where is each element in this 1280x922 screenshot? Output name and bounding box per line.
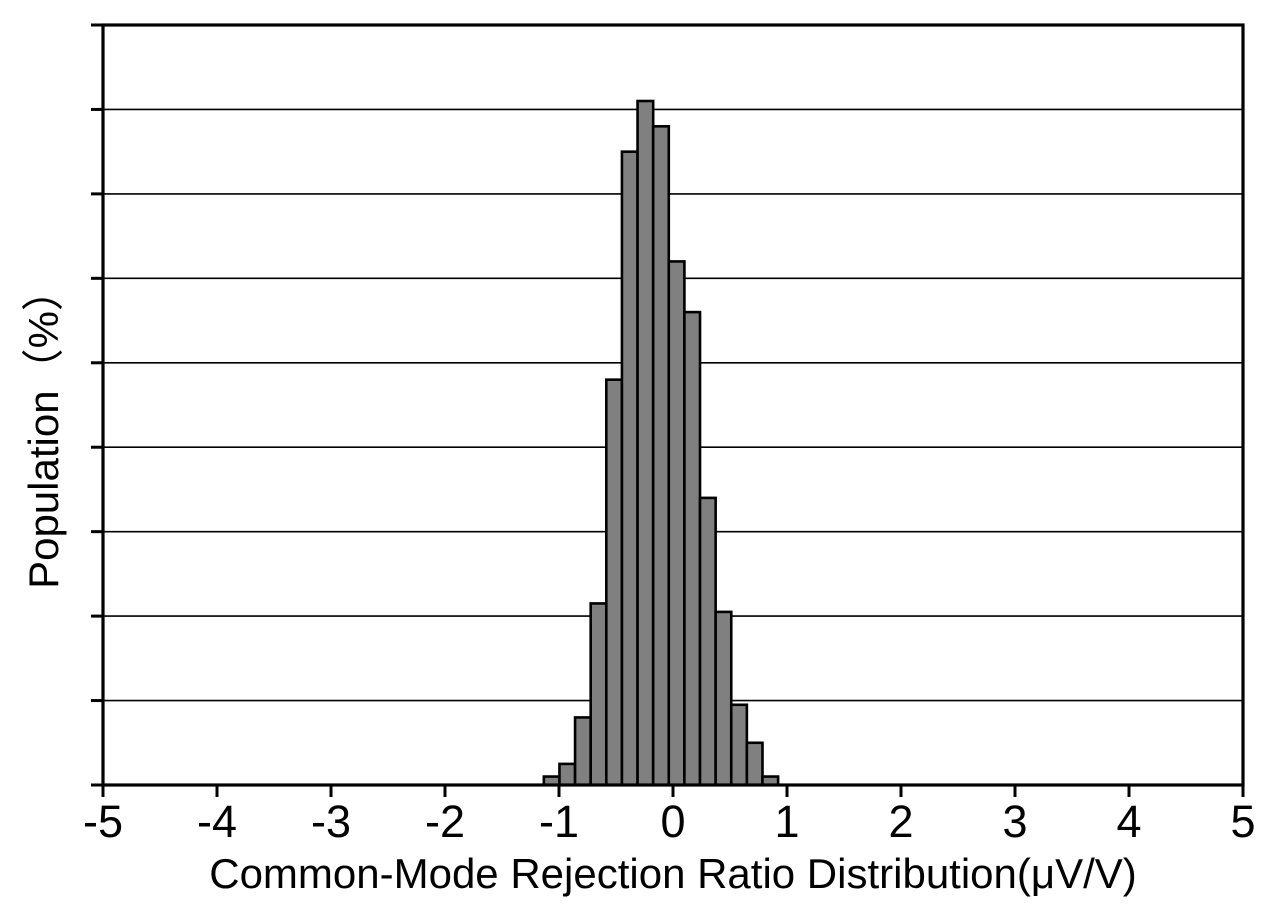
histogram-bar	[729, 703, 749, 787]
y-axis-title: Population（%）	[20, 269, 67, 589]
histogram-bar	[745, 741, 764, 787]
histogram-bar	[714, 610, 733, 787]
histogram-bar	[698, 496, 717, 787]
histogram-bar	[558, 762, 577, 787]
x-tick-label: -3	[310, 796, 352, 847]
x-tick-label: 3	[1002, 796, 1028, 847]
histogram-bar	[667, 260, 686, 787]
x-tick-label: 4	[1116, 796, 1142, 847]
x-tick-label: 2	[888, 796, 914, 847]
histogram-bar	[573, 716, 592, 787]
x-tick-label: -1	[538, 796, 580, 847]
x-tick-label: 0	[660, 796, 686, 847]
x-tick-label: -4	[196, 796, 238, 847]
x-tick-label: 5	[1230, 796, 1256, 847]
plot-border	[101, 23, 1245, 787]
histogram-bar	[636, 99, 655, 787]
x-tick-label: 1	[774, 796, 800, 847]
x-tick-label: -5	[82, 796, 124, 847]
histogram-bar	[620, 150, 639, 787]
x-tick-label: -2	[424, 796, 466, 847]
histogram-bar	[651, 125, 671, 787]
histogram-bar	[605, 378, 624, 787]
histogram-bar	[589, 602, 608, 787]
histogram-bar	[683, 310, 702, 787]
x-axis-title: Common-Mode Rejection Ratio Distribution…	[209, 850, 1137, 897]
